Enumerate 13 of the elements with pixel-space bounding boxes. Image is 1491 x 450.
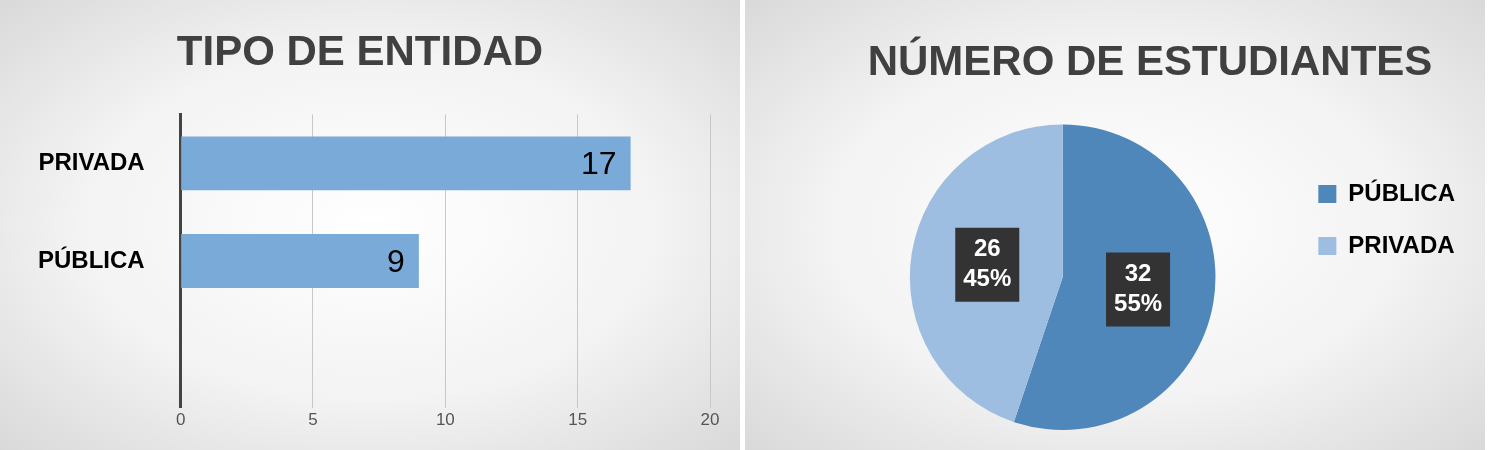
chart-title: NÚMERO DE ESTUDIANTES (867, 35, 1433, 84)
x-tick-label: 0 (175, 410, 186, 430)
chart-title: TIPO DE ENTIDAD (176, 26, 544, 74)
legend-label: PRIVADA (1348, 230, 1455, 258)
x-tick-label: 10 (435, 410, 455, 430)
x-tick-label: 20 (700, 410, 720, 430)
data-label: 17 (581, 145, 617, 182)
data-label: 26 45% (963, 234, 1012, 292)
legend-label: PÚBLICA (1348, 178, 1456, 206)
x-tick-label: 5 (308, 410, 318, 430)
data-label: 32 55% (1114, 259, 1163, 317)
data-label: 9 (387, 242, 405, 279)
x-tick-label: 15 (568, 410, 588, 430)
